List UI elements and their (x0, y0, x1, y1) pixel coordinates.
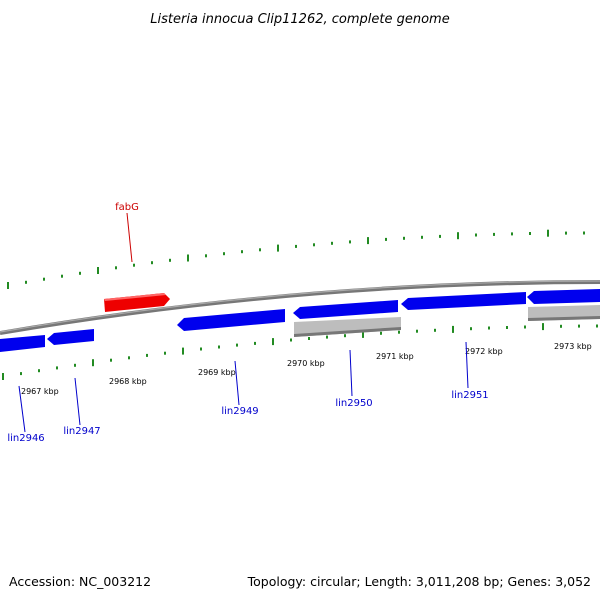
kbp-label-2973: 2973 kbp (554, 342, 592, 351)
summary-text: Topology: circular; Length: 3,011,208 bp… (247, 574, 591, 589)
gene-lin2949[interactable] (177, 309, 285, 331)
map-title: Listeria innocua Clip11262, complete gen… (150, 12, 449, 27)
leader-lin2947 (74, 377, 81, 426)
kbp-label-2972: 2972 kbp (465, 347, 503, 356)
kbp-label-2971: 2971 kbp (376, 352, 414, 361)
accession-text: Accession: NC_003212 (9, 574, 151, 589)
genome-backbone-highlight (0, 280, 600, 333)
gene-lin2946[interactable] (0, 335, 45, 352)
genome-backbone (0, 280, 600, 335)
feature-gray-1 (294, 317, 401, 337)
gene-lin2950[interactable] (293, 300, 398, 319)
gene-lin2947[interactable] (47, 329, 94, 345)
leader-lin2950 (349, 349, 353, 397)
kbp-label-2970: 2970 kbp (287, 359, 325, 368)
gene-label-lin2947[interactable]: lin2947 (63, 426, 100, 437)
inner-tick-track (2, 323, 598, 380)
gene-lin2952[interactable] (527, 289, 600, 304)
feature-gray-2-edge (528, 316, 600, 321)
gene-label-lin2949[interactable]: lin2949 (221, 406, 258, 417)
leader-lin2951 (465, 341, 469, 389)
leader-fabg (126, 212, 133, 263)
leader-lin2949 (234, 360, 240, 406)
gene-label-lin2950[interactable]: lin2950 (335, 398, 372, 409)
gene-label-lin2951[interactable]: lin2951 (451, 390, 488, 401)
gene-label-fabg[interactable]: fabG (115, 202, 139, 213)
kbp-label-2967: 2967 kbp (21, 387, 59, 396)
feature-gray-1-edge (294, 327, 401, 337)
gene-fabg-shade (104, 293, 166, 301)
gene-lin2951[interactable] (401, 292, 526, 310)
kbp-label-2968: 2968 kbp (109, 377, 147, 386)
kbp-label-2969: 2969 kbp (198, 368, 236, 377)
outer-tick-track (7, 229, 585, 289)
leader-lin2946 (18, 385, 26, 433)
gene-label-lin2946[interactable]: lin2946 (7, 433, 44, 444)
